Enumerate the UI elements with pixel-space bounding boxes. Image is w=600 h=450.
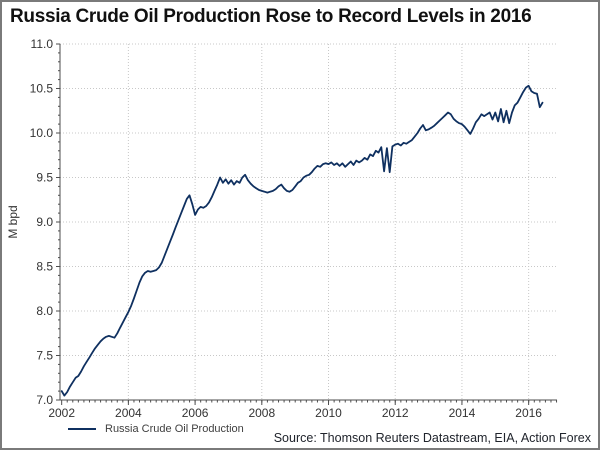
y-tick-label: 7.0: [36, 393, 53, 407]
source-note: Source: Thomson Reuters Datastream, EIA,…: [273, 431, 591, 445]
y-tick-label: 9.5: [36, 171, 53, 185]
y-tick-label: 11.0: [31, 37, 54, 51]
y-tick-label: 10.5: [30, 82, 54, 96]
x-tick-label: 2004: [115, 406, 142, 420]
y-tick-label: 8.5: [36, 260, 53, 274]
y-axis-title: M bpd: [6, 205, 20, 238]
legend: Russia Crude Oil Production: [68, 423, 244, 435]
legend-label: Russia Crude Oil Production: [105, 423, 244, 435]
y-tick-label: 10.0: [30, 126, 54, 140]
y-tick-label: 9.0: [36, 215, 53, 229]
chart-title: Russia Crude Oil Production Rose to Reco…: [10, 6, 532, 27]
x-tick-label: 2008: [248, 406, 275, 420]
x-tick-label: 2010: [315, 406, 342, 420]
production-line-series: [60, 84, 544, 397]
x-tick-label: 2014: [449, 406, 476, 420]
x-tick-label: 2016: [515, 406, 542, 420]
x-tick-label: 2002: [48, 406, 75, 420]
x-tick-label: 2006: [182, 406, 209, 420]
y-tick-label: 7.5: [36, 349, 53, 363]
y-tick-label: 8.0: [36, 304, 53, 318]
x-tick-label: 2012: [382, 406, 409, 420]
legend-line-swatch: [68, 428, 96, 430]
